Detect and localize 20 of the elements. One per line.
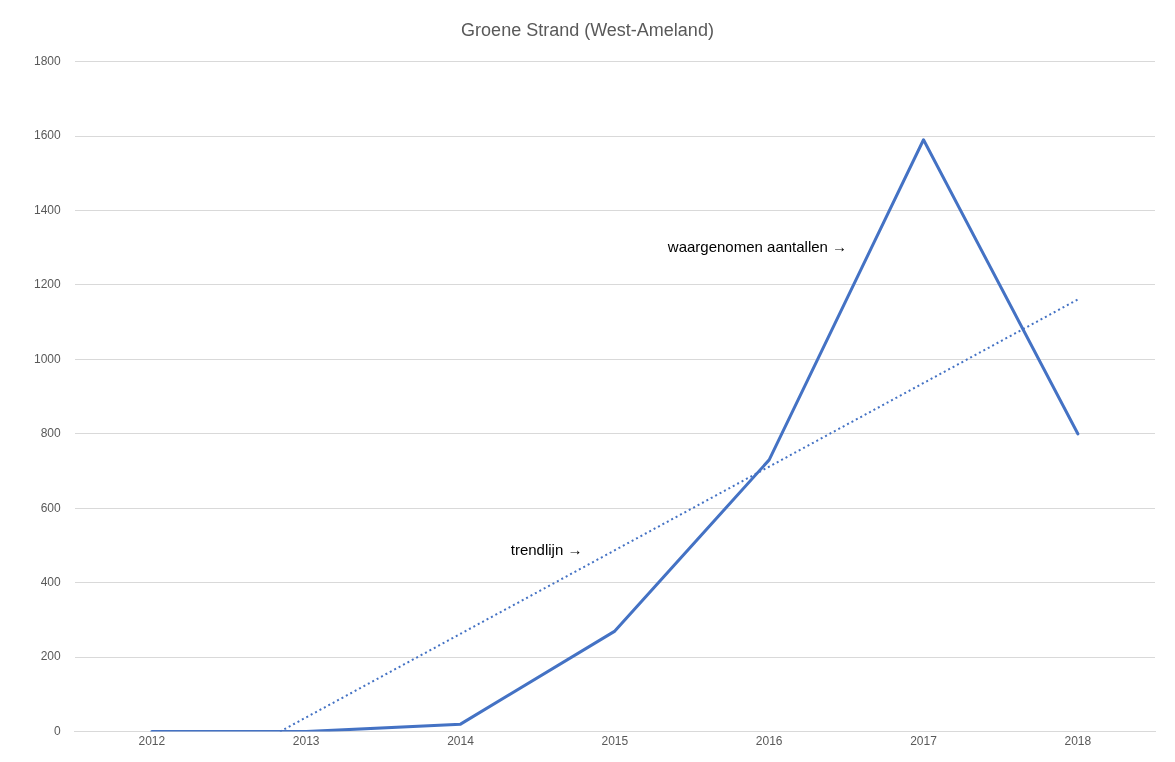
y-tick-label: 1800 [33,53,62,68]
x-tick-label: 2015 [601,734,629,749]
y-tick-label: 1400 [33,202,62,217]
chart-title: Groene Strand (West-Ameland) [461,19,714,40]
y-tick-label: 1600 [33,128,62,143]
x-tick-label: 2014 [447,734,475,749]
y-tick-label: 800 [40,426,62,441]
y-tick-label: 1200 [33,277,62,292]
annotation: waargenomen aantallen → [666,238,848,255]
y-tick-label: 400 [40,575,62,590]
annotation: trendlijn → [510,540,583,558]
x-tick-label: 2012 [138,734,166,749]
y-tick-label: 200 [40,649,62,664]
y-tick-label: 0 [54,723,62,738]
y-tick-label: 1000 [33,351,62,366]
x-tick-label: 2018 [1064,734,1092,749]
y-tick-label: 600 [40,500,62,515]
x-tick-label: 2016 [755,734,783,749]
x-tick-label: 2013 [292,734,320,749]
x-tick-label: 2017 [910,734,938,749]
